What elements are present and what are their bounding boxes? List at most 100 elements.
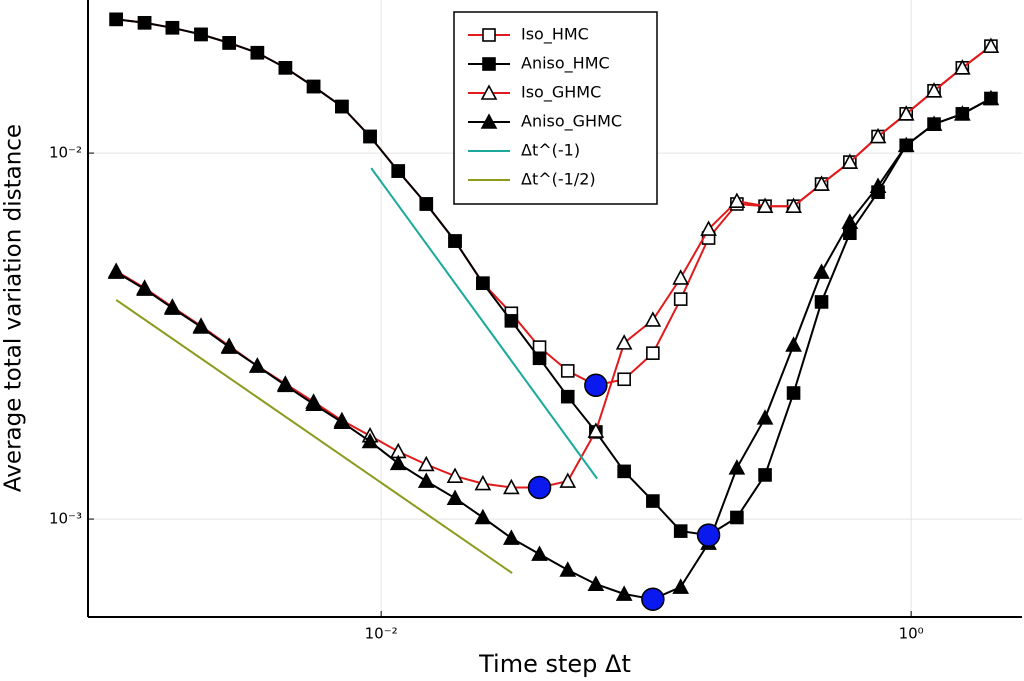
marker <box>109 12 123 27</box>
marker <box>813 263 830 279</box>
marker <box>841 153 859 169</box>
marker <box>503 529 520 545</box>
marker <box>646 346 660 360</box>
marker <box>417 472 435 488</box>
marker <box>391 164 406 178</box>
marker <box>363 129 377 144</box>
marker <box>841 213 859 229</box>
marker <box>756 409 774 425</box>
marker <box>194 27 208 42</box>
marker <box>164 299 181 315</box>
marker <box>474 474 492 491</box>
marker <box>673 292 688 306</box>
marker <box>107 263 125 279</box>
marker <box>306 79 321 94</box>
marker <box>192 318 210 334</box>
marker <box>587 422 605 438</box>
marker <box>730 510 744 525</box>
marker <box>480 113 498 129</box>
marker <box>617 372 631 387</box>
marker <box>248 357 266 373</box>
marker <box>897 136 915 153</box>
marker <box>389 454 407 471</box>
marker <box>615 334 633 350</box>
marker <box>559 561 577 577</box>
marker <box>673 524 688 538</box>
marker <box>559 472 577 488</box>
marker <box>446 489 464 506</box>
marker <box>982 37 1000 53</box>
marker <box>756 197 774 213</box>
marker <box>785 336 802 352</box>
y-tick-label: 10⁻³ <box>49 510 82 528</box>
marker <box>672 269 690 285</box>
marker <box>617 464 631 479</box>
marker <box>728 192 746 208</box>
marker <box>672 578 690 594</box>
marker <box>277 376 294 393</box>
marker <box>615 585 633 601</box>
marker <box>785 197 802 213</box>
marker <box>953 59 971 75</box>
marker <box>953 105 971 121</box>
marker <box>531 545 548 561</box>
marker <box>560 364 575 378</box>
legend-label: Iso_HMC <box>521 25 589 45</box>
marker <box>333 413 351 429</box>
series-line <box>115 299 513 574</box>
marker <box>278 61 293 75</box>
legend-label: Aniso_GHMC <box>521 112 622 132</box>
marker <box>250 45 265 60</box>
legend-label: Aniso_HMC <box>521 54 610 74</box>
y-tick-label: 10⁻² <box>49 144 82 162</box>
marker <box>814 295 829 309</box>
marker <box>925 115 943 131</box>
x-axis-label: Time step Δt <box>478 650 631 678</box>
marker <box>897 105 915 121</box>
highlight-point <box>696 523 721 547</box>
marker <box>448 234 462 248</box>
marker <box>644 311 662 327</box>
marker <box>335 99 349 114</box>
marker <box>446 467 464 483</box>
marker <box>476 276 490 291</box>
x-tick-label: 10⁻² <box>365 625 398 643</box>
marker <box>504 314 519 328</box>
marker <box>220 338 238 354</box>
highlight-point <box>641 587 665 611</box>
marker <box>474 508 492 525</box>
marker <box>982 89 1000 106</box>
marker <box>503 478 520 495</box>
marker <box>560 389 575 404</box>
marker <box>482 57 496 71</box>
legend-label: Δt^(-1) <box>521 141 580 160</box>
marker <box>869 127 887 144</box>
marker <box>136 280 153 296</box>
marker <box>222 36 236 50</box>
marker <box>361 432 379 449</box>
marker <box>587 575 605 591</box>
marker <box>137 15 152 30</box>
marker <box>813 175 830 191</box>
x-tick-label: 10⁰ <box>899 625 924 643</box>
legend-box <box>453 11 658 205</box>
marker <box>700 220 717 236</box>
marker <box>417 455 435 472</box>
marker <box>758 468 772 482</box>
marker <box>532 351 547 366</box>
legend-label: Δt^(-1/2) <box>521 170 596 189</box>
marker <box>419 197 434 211</box>
series-line <box>370 167 598 480</box>
highlight-point <box>584 373 608 398</box>
marker <box>728 459 746 475</box>
marker <box>480 84 498 100</box>
highlight-point <box>527 475 552 500</box>
marker <box>869 177 887 193</box>
legend-label: Iso_GHMC <box>521 83 601 103</box>
y-axis-label: Average total variation distance <box>1 124 27 492</box>
marker <box>925 82 943 98</box>
marker <box>786 386 801 400</box>
marker <box>646 494 660 508</box>
